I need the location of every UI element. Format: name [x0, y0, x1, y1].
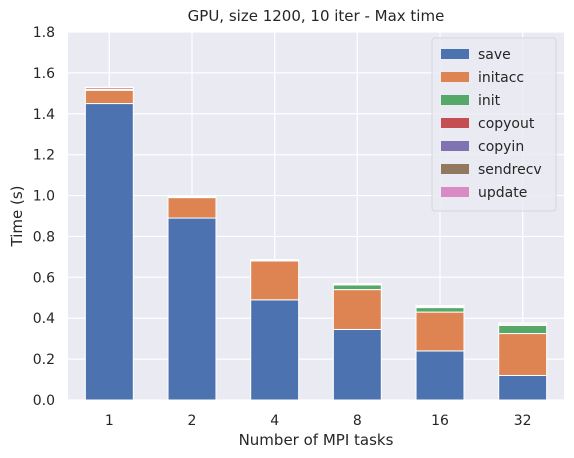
y-axis-ticks: 0.0 0.2 0.4 0.6 0.8 1.0 1.2 1.4 1.6 1.8: [33, 25, 55, 409]
bar-initacc-4: [250, 260, 300, 301]
x-tick-label: 8: [353, 413, 362, 429]
legend-label-initacc: initacc: [478, 70, 524, 86]
bar-save-4: [250, 299, 300, 401]
x-tick-label: 32: [514, 413, 532, 429]
y-tick-label: 1.2: [33, 148, 55, 164]
bar-initacc-2: [167, 197, 217, 219]
bar-initacc-16: [415, 311, 465, 352]
y-tick-label: 0.4: [33, 311, 55, 327]
legend-label-init: init: [478, 93, 501, 109]
bar-save-16: [415, 350, 465, 401]
y-tick-label: 0.0: [33, 393, 55, 409]
y-tick-label: 0.8: [33, 229, 55, 245]
legend-swatch-init: [441, 95, 469, 105]
legend-label-save: save: [478, 47, 511, 63]
y-tick-label: 0.2: [33, 352, 55, 368]
bar-initacc-8: [332, 289, 382, 330]
chart-title: GPU, size 1200, 10 iter - Max time: [188, 7, 445, 25]
legend-label-copyout: copyout: [478, 116, 535, 132]
legend-label-sendrecv: sendrecv: [478, 162, 542, 178]
legend-swatch-copyin: [441, 141, 469, 151]
legend-swatch-sendrecv: [441, 164, 469, 174]
bar-save-2: [167, 217, 217, 401]
bar-save-32: [498, 374, 548, 401]
x-axis-ticks: 1 2 4 8 16 32: [105, 413, 532, 429]
y-tick-label: 1.6: [33, 66, 55, 82]
legend-swatch-update: [441, 187, 469, 197]
bar-initacc-32: [498, 333, 548, 376]
legend-label-update: update: [478, 185, 527, 201]
legend-swatch-save: [441, 49, 469, 59]
y-tick-label: 1.4: [33, 107, 55, 123]
bar-init-16: [415, 307, 465, 313]
legend-swatch-copyout: [441, 118, 469, 128]
bar-initacc-1: [84, 89, 134, 105]
legend: save initacc init copyout copyin sendrecv upda…: [431, 37, 557, 212]
y-tick-label: 1.8: [33, 25, 55, 41]
x-axis-label: Number of MPI tasks: [239, 431, 394, 449]
y-tick-label: 1.0: [33, 189, 55, 205]
bar-init-32: [498, 324, 548, 335]
x-tick-label: 4: [270, 413, 279, 429]
x-tick-label: 2: [188, 413, 197, 429]
bars: [84, 86, 548, 401]
legend-swatch-initacc: [441, 72, 469, 82]
x-tick-label: 1: [105, 413, 114, 429]
x-tick-label: 16: [431, 413, 449, 429]
y-axis-label: Time (s): [8, 186, 26, 248]
bar-save-8: [332, 328, 382, 401]
bar-init-8: [332, 284, 382, 291]
bar-save-1: [84, 103, 134, 401]
y-tick-label: 0.6: [33, 270, 55, 286]
legend-label-copyin: copyin: [478, 139, 524, 155]
